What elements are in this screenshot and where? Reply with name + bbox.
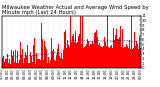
Text: Milwaukee Weather Actual and Average Wind Speed by Minute mph (Last 24 Hours): Milwaukee Weather Actual and Average Win…: [2, 5, 148, 15]
